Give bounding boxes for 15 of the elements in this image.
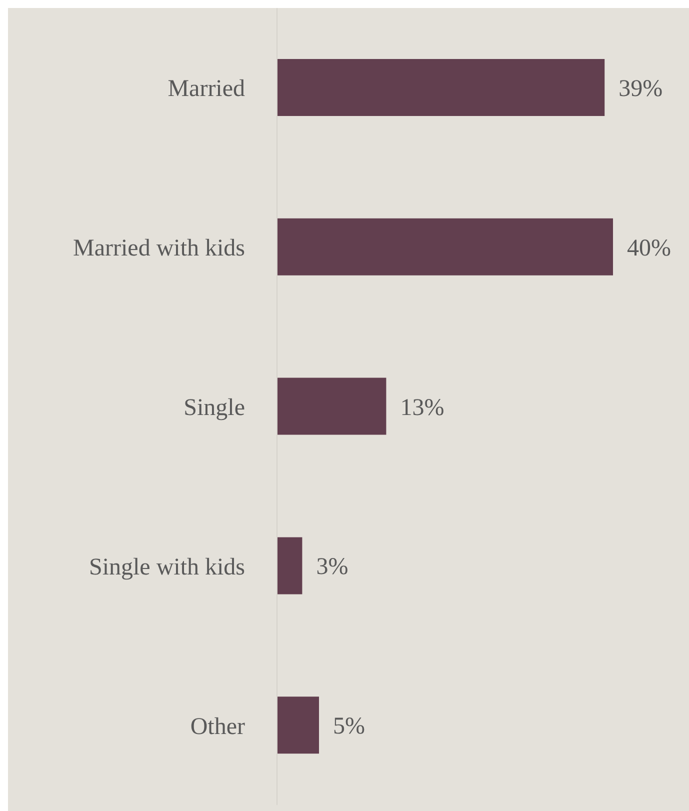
- y-tick-label: Other: [190, 714, 245, 740]
- bar: [277, 537, 302, 594]
- y-tick-label: Married with kids: [73, 236, 245, 262]
- bar: [277, 218, 613, 276]
- data-label: 3%: [316, 554, 348, 580]
- data-label: 39%: [618, 76, 663, 102]
- data-label: 5%: [333, 714, 365, 740]
- bar: [277, 378, 386, 435]
- bar: [277, 59, 605, 116]
- bar: [277, 696, 319, 754]
- data-label: 13%: [400, 394, 444, 421]
- y-tick-label: Single: [184, 395, 245, 422]
- data-label: 40%: [627, 235, 671, 262]
- y-tick-label: Married: [168, 76, 245, 102]
- y-tick-label: Single with kids: [88, 554, 245, 580]
